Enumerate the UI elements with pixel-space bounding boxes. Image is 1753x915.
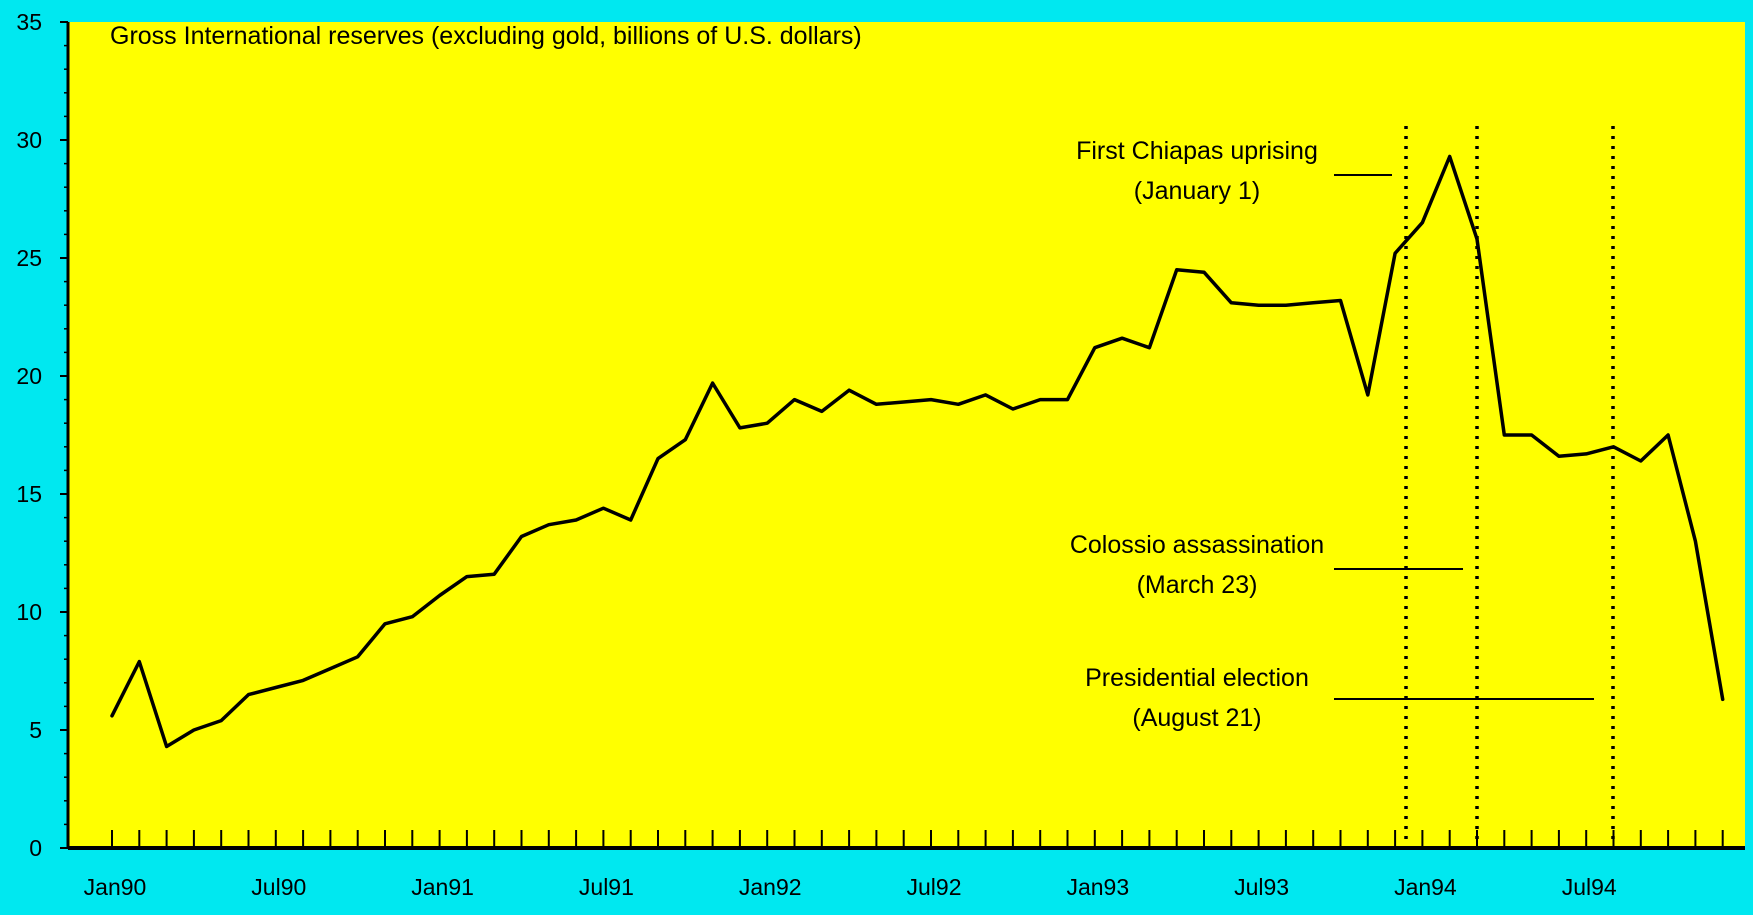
data-point [629,518,632,522]
data-point [1339,299,1342,302]
data-point [465,575,469,578]
chart-title: Gross International reserves (excluding … [110,22,862,50]
data-point [1612,445,1615,448]
x-tick-label: Jul90 [251,874,306,900]
data-point [165,745,168,748]
event-label: Presidential election [1085,664,1309,692]
data-point [520,535,523,538]
data-point [847,388,851,392]
reserves-series-line [110,154,1725,749]
data-point [820,410,823,413]
plot-area [68,22,1745,848]
data-point [1175,268,1178,271]
data-point [1011,407,1015,411]
data-point [383,622,387,625]
x-tick-label: Jan93 [1066,874,1129,900]
data-point [411,615,414,618]
y-tick-label: 5 [29,717,42,743]
data-point [1202,270,1206,274]
data-point [110,714,114,718]
data-point [220,719,223,722]
data-point [1530,433,1533,437]
data-point [902,400,905,404]
data-point [1093,346,1097,349]
data-point [1393,252,1397,255]
data-point [1585,452,1588,456]
data-point [1475,237,1479,241]
data-point [574,518,578,522]
data-point [929,398,933,401]
data-point [1557,455,1561,458]
y-tick-label: 20 [16,363,42,389]
data-point [684,438,687,441]
data-point [766,422,769,425]
data-point [247,693,250,696]
data-point [1148,346,1151,349]
event-label: First Chiapas uprising [1076,137,1318,165]
data-point [1120,337,1124,340]
x-tick-label: Jul91 [579,874,634,900]
data-point [711,381,714,385]
data-point [192,728,196,732]
data-point [1421,221,1424,224]
x-tick-label: Jul93 [1234,874,1289,900]
event-date-label: (August 21) [1132,704,1261,732]
event-date-label: (March 23) [1137,571,1258,599]
event-markers: First Chiapas uprising (January 1) Colossi… [1070,126,1615,848]
event-date-label: (January 1) [1134,177,1260,205]
data-point [793,398,796,401]
data-point [1066,398,1069,401]
data-point [301,679,305,682]
series-layer [110,154,1725,749]
data-point [875,403,878,406]
tick-labels: 0 5 10 15 20 25 30 35 Jan90 Jul90 Jan91 Jul91 Jan92 J… [16,9,1616,900]
data-point [138,660,141,663]
axes [66,22,1745,850]
x-tick-label: Jul94 [1562,874,1617,900]
data-point [1639,459,1643,463]
data-point [493,573,496,576]
data-point [1230,301,1233,305]
data-point [356,655,359,659]
data-point [1694,540,1697,543]
data-point [329,667,332,670]
x-tick-label: Jan94 [1394,874,1457,900]
data-point [547,523,550,526]
data-point [438,594,441,597]
data-point [1039,398,1042,401]
data-point [1312,301,1315,305]
y-tick-label: 25 [16,245,42,271]
y-tick-label: 35 [16,9,42,35]
data-point [1666,433,1670,437]
x-tick-label: Jan92 [739,874,802,900]
x-tick-label: Jan90 [84,874,147,900]
data-point [1284,304,1288,307]
x-tick-label: Jul92 [907,874,962,900]
data-point [656,457,660,460]
data-point [1257,304,1260,307]
y-tick-label: 15 [16,481,42,507]
event-label: Colossio assassination [1070,531,1324,559]
y-tick-label: 10 [16,599,42,625]
data-point [1503,433,1506,437]
x-tick-label: Jan91 [411,874,474,900]
data-point [984,393,987,397]
y-tick-label: 0 [29,835,42,861]
data-point [1366,393,1370,397]
data-point [1721,698,1724,701]
data-point [602,506,605,510]
y-tick-label: 30 [16,127,42,153]
data-point [957,403,960,406]
data-point [738,426,742,430]
data-point [274,686,277,689]
data-point [1448,155,1451,158]
